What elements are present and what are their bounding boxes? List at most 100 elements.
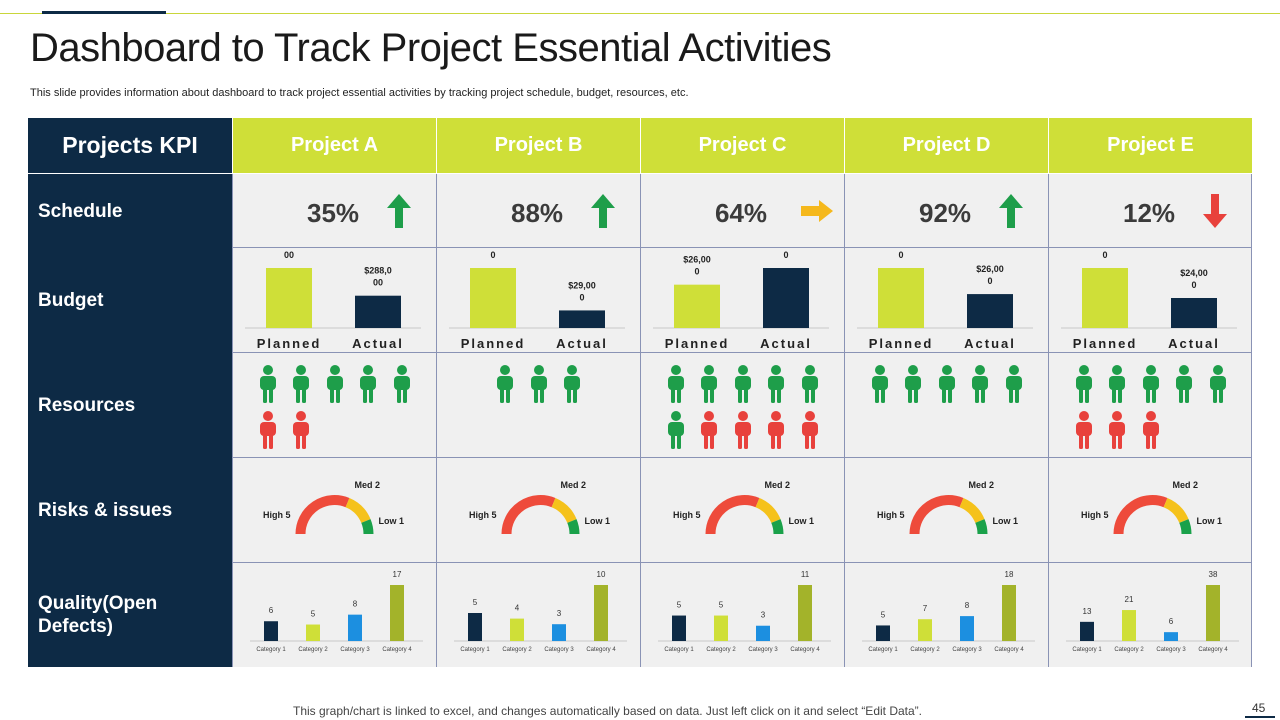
budget-value-label: 0 bbox=[694, 267, 699, 277]
quality-bar bbox=[876, 625, 890, 641]
person-green-icon bbox=[1108, 365, 1126, 403]
quality-category-label: Category 3 bbox=[952, 647, 982, 653]
grid-divider-horizontal bbox=[233, 352, 1252, 353]
quality-category-label: Category 4 bbox=[1198, 647, 1228, 653]
person-green-icon bbox=[393, 365, 411, 403]
risk-low-label: Low 1 bbox=[585, 516, 611, 526]
project-header-0: Project A bbox=[233, 118, 436, 173]
person-green-icon bbox=[801, 365, 819, 403]
quality-bar bbox=[672, 615, 686, 641]
quality-category-label: Category 4 bbox=[790, 647, 820, 653]
quality-category-label: Category 4 bbox=[994, 647, 1024, 653]
grid-divider-vertical bbox=[232, 174, 233, 667]
quality-value-label: 7 bbox=[923, 604, 928, 613]
quality-category-label: Category 2 bbox=[1114, 647, 1144, 653]
risk-gauge-1: High 5 Med 2 Low 1 bbox=[469, 480, 611, 535]
quality-value-label: 21 bbox=[1125, 595, 1134, 604]
footer-note: This graph/chart is linked to excel, and… bbox=[293, 704, 922, 718]
budget-bar-actual bbox=[559, 310, 605, 328]
project-header-3: Project D bbox=[845, 118, 1048, 173]
quality-bar bbox=[1164, 632, 1178, 641]
quality-category-label: Category 3 bbox=[748, 647, 778, 653]
person-green-icon bbox=[326, 365, 344, 403]
quality-category-label: Category 1 bbox=[1072, 647, 1102, 653]
budget-value-label: $29,00 bbox=[568, 280, 596, 290]
grid-divider-vertical bbox=[1048, 174, 1049, 667]
quality-category-label: Category 1 bbox=[868, 647, 898, 653]
quality-category-label: Category 2 bbox=[706, 647, 736, 653]
quality-value-label: 10 bbox=[597, 570, 606, 579]
grid-divider-vertical bbox=[1251, 174, 1252, 667]
budget-axis-label: Planned bbox=[461, 336, 526, 351]
person-green-icon bbox=[734, 365, 752, 403]
risk-high-segment bbox=[705, 495, 760, 535]
quality-chart-0: 6 Category 1 5 Category 2 8 Category 3 17 Categ… bbox=[250, 570, 423, 653]
budget-bar-planned bbox=[1082, 268, 1128, 328]
budget-axis-label: Actual bbox=[1168, 336, 1220, 351]
grid-divider-horizontal bbox=[233, 562, 1252, 563]
person-green-icon bbox=[700, 365, 718, 403]
risk-med-label: Med 2 bbox=[355, 480, 381, 490]
risk-low-label: Low 1 bbox=[379, 516, 405, 526]
budget-value-label: 0 bbox=[898, 250, 903, 260]
arrow-up-icon bbox=[387, 194, 411, 228]
budget-axis-label: Planned bbox=[869, 336, 934, 351]
quality-category-label: Category 2 bbox=[910, 647, 940, 653]
person-green-icon bbox=[667, 365, 685, 403]
person-green-icon bbox=[1142, 365, 1160, 403]
person-red-icon bbox=[259, 411, 277, 449]
person-red-icon bbox=[292, 411, 310, 449]
quality-category-label: Category 3 bbox=[1156, 647, 1186, 653]
budget-bar-actual bbox=[355, 295, 401, 328]
budget-axis-label: Planned bbox=[1073, 336, 1138, 351]
risk-med-label: Med 2 bbox=[765, 480, 791, 490]
budget-bar-planned bbox=[878, 268, 924, 328]
budget-value-label: 0 bbox=[1191, 280, 1196, 290]
quality-category-label: Category 4 bbox=[586, 647, 616, 653]
quality-category-label: Category 2 bbox=[298, 647, 328, 653]
page-subtitle: This slide provides information about da… bbox=[30, 87, 689, 99]
quality-bar bbox=[264, 621, 278, 641]
risk-low-label: Low 1 bbox=[789, 516, 815, 526]
quality-bar bbox=[468, 613, 482, 641]
risk-high-label: High 5 bbox=[263, 510, 291, 520]
quality-value-label: 38 bbox=[1209, 570, 1218, 579]
budget-axis-label: Actual bbox=[760, 336, 812, 351]
quality-bar bbox=[1122, 610, 1136, 641]
risk-low-segment bbox=[361, 519, 374, 535]
row-label-schedule: Schedule bbox=[28, 174, 232, 248]
project-header-2: Project C bbox=[641, 118, 844, 173]
quality-value-label: 3 bbox=[761, 611, 766, 620]
quality-value-label: 8 bbox=[965, 601, 970, 610]
quality-category-label: Category 1 bbox=[664, 647, 694, 653]
risk-low-segment bbox=[975, 519, 988, 535]
quality-category-label: Category 2 bbox=[502, 647, 532, 653]
budget-value-label: 0 bbox=[783, 250, 788, 260]
budget-bar-planned bbox=[674, 284, 720, 328]
grid-divider-vertical bbox=[844, 174, 845, 667]
person-green-icon bbox=[904, 365, 922, 403]
row-label-resources: Resources bbox=[28, 353, 232, 458]
risk-high-segment bbox=[1113, 495, 1168, 535]
quality-bar bbox=[960, 616, 974, 641]
page-title: Dashboard to Track Project Essential Act… bbox=[30, 26, 832, 70]
budget-value-label: $288,0 bbox=[364, 266, 392, 276]
quality-bar bbox=[1080, 621, 1094, 641]
page-number-rule bbox=[1245, 716, 1275, 718]
budget-bar-planned bbox=[266, 268, 312, 328]
quality-bar bbox=[348, 614, 362, 641]
risk-med-segment bbox=[1163, 497, 1189, 524]
project-header-4: Project E bbox=[1049, 118, 1252, 173]
person-green-icon bbox=[1209, 365, 1227, 403]
person-green-icon bbox=[667, 411, 685, 449]
quality-bar bbox=[1002, 585, 1016, 641]
quality-chart-2: 5 Category 1 5 Category 2 3 Category 3 11 Categ… bbox=[658, 570, 831, 653]
quality-bar bbox=[1206, 585, 1220, 641]
budget-bar-actual bbox=[763, 268, 809, 328]
person-green-icon bbox=[530, 365, 548, 403]
schedule-percent-4: 12% bbox=[1123, 198, 1176, 228]
schedule-percent-1: 88% bbox=[511, 198, 564, 228]
